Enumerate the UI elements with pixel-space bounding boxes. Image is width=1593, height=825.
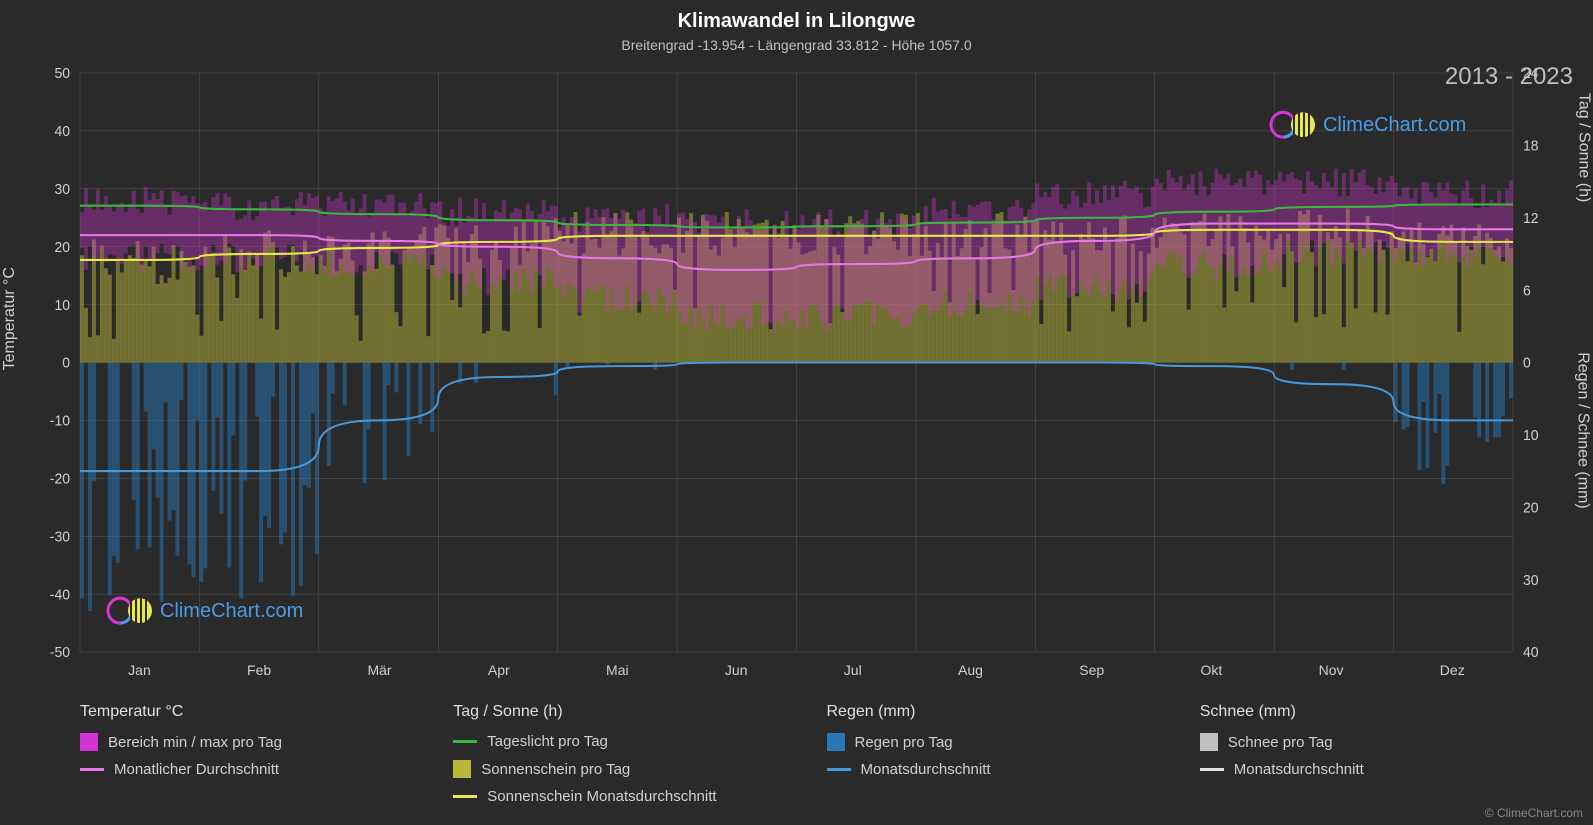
svg-text:ClimeChart.com: ClimeChart.com — [160, 600, 303, 622]
legend-group: Regen (mm) Regen pro Tag Monatsdurchschnit… — [827, 703, 1140, 815]
svg-text:18: 18 — [1523, 138, 1539, 154]
legend-item: Tageslicht pro Tag — [453, 733, 766, 750]
svg-text:30: 30 — [1523, 573, 1539, 589]
legend-swatch — [453, 740, 477, 743]
chart-subtitle: Breitengrad -13.954 - Längengrad 33.812 … — [0, 37, 1593, 53]
legend-swatch — [453, 760, 471, 778]
svg-text:-50: -50 — [50, 645, 70, 661]
chart-title: Klimawandel in Lilongwe — [0, 10, 1593, 33]
legend-group-title: Temperatur °C — [80, 703, 393, 721]
svg-text:-20: -20 — [50, 471, 70, 487]
svg-text:-30: -30 — [50, 529, 70, 545]
svg-text:50: 50 — [54, 66, 70, 82]
y-axis-left-label: Temperatur °C — [1, 267, 19, 370]
svg-text:10: 10 — [54, 298, 70, 314]
legend-swatch — [80, 768, 104, 771]
legend-group: Schnee (mm) Schnee pro Tag Monatsdurchschn… — [1200, 703, 1513, 815]
x-axis-labels: Jan Feb Mär Apr Mai Jun Jul Aug Sep Okt Nov Dez — [80, 662, 1513, 688]
legend-item-label: Monatsdurchschnitt — [1234, 761, 1364, 778]
month-label: Apr — [488, 662, 510, 678]
svg-text:12: 12 — [1523, 211, 1539, 227]
svg-text:6: 6 — [1523, 283, 1531, 299]
legend-swatch — [827, 733, 845, 751]
legend-swatch — [80, 733, 98, 751]
copyright-text: © ClimeChart.com — [1485, 806, 1583, 820]
svg-text:0: 0 — [62, 355, 70, 371]
legend: Temperatur °C Bereich min / max pro Tag Mo… — [0, 688, 1593, 825]
svg-text:10: 10 — [1523, 428, 1539, 444]
month-label: Mär — [367, 662, 391, 678]
legend-swatch — [453, 795, 477, 798]
legend-item: Bereich min / max pro Tag — [80, 733, 393, 751]
legend-item: Regen pro Tag — [827, 733, 1140, 751]
y-axis-right-bottom-label: Regen / Schnee (mm) — [1574, 352, 1592, 509]
legend-group: Tag / Sonne (h) Tageslicht pro Tag Sonnens… — [453, 703, 766, 815]
legend-item: Sonnenschein Monatsdurchschnitt — [453, 788, 766, 805]
month-label: Mai — [606, 662, 629, 678]
legend-item: Monatsdurchschnitt — [827, 761, 1140, 778]
legend-swatch — [1200, 768, 1224, 771]
svg-text:-40: -40 — [50, 587, 70, 603]
legend-item-label: Schnee pro Tag — [1228, 734, 1333, 751]
svg-text:20: 20 — [1523, 500, 1539, 516]
legend-item-label: Sonnenschein Monatsdurchschnitt — [487, 788, 716, 805]
month-label: Feb — [247, 662, 271, 678]
legend-swatch — [1200, 733, 1218, 751]
legend-item-label: Regen pro Tag — [855, 734, 953, 751]
plot-area: 2013 - 2023 50403020100-10-20-30-40-5024… — [80, 73, 1513, 652]
legend-item-label: Sonnenschein pro Tag — [481, 761, 630, 778]
legend-swatch — [827, 768, 851, 771]
svg-text:ClimeChart.com: ClimeChart.com — [1323, 114, 1466, 136]
y-axis-right-top-label: Tag / Sonne (h) — [1574, 92, 1592, 201]
legend-item: Monatlicher Durchschnitt — [80, 761, 393, 778]
svg-text:40: 40 — [54, 124, 70, 140]
svg-text:0: 0 — [1523, 355, 1531, 371]
legend-item: Schnee pro Tag — [1200, 733, 1513, 751]
month-label: Nov — [1319, 662, 1344, 678]
legend-item: Sonnenschein pro Tag — [453, 760, 766, 778]
month-label: Sep — [1079, 662, 1104, 678]
month-label: Okt — [1200, 662, 1222, 678]
year-range-label: 2013 - 2023 — [1445, 63, 1573, 91]
svg-text:40: 40 — [1523, 645, 1539, 661]
legend-group: Temperatur °C Bereich min / max pro Tag Mo… — [80, 703, 393, 815]
legend-item-label: Tageslicht pro Tag — [487, 733, 608, 750]
legend-group-title: Regen (mm) — [827, 703, 1140, 721]
month-label: Aug — [958, 662, 983, 678]
svg-text:20: 20 — [54, 240, 70, 256]
legend-item-label: Bereich min / max pro Tag — [108, 734, 282, 751]
month-label: Jun — [725, 662, 748, 678]
month-label: Dez — [1440, 662, 1465, 678]
svg-text:30: 30 — [54, 182, 70, 198]
svg-text:-10: -10 — [50, 413, 70, 429]
legend-item: Monatsdurchschnitt — [1200, 761, 1513, 778]
legend-item-label: Monatsdurchschnitt — [861, 761, 991, 778]
chart-svg: 50403020100-10-20-30-40-5024181260102030… — [80, 73, 1513, 652]
legend-item-label: Monatlicher Durchschnitt — [114, 761, 279, 778]
legend-group-title: Tag / Sonne (h) — [453, 703, 766, 721]
month-label: Jan — [128, 662, 151, 678]
climate-chart: Klimawandel in Lilongwe Breitengrad -13.… — [0, 0, 1593, 825]
legend-group-title: Schnee (mm) — [1200, 703, 1513, 721]
month-label: Jul — [844, 662, 862, 678]
